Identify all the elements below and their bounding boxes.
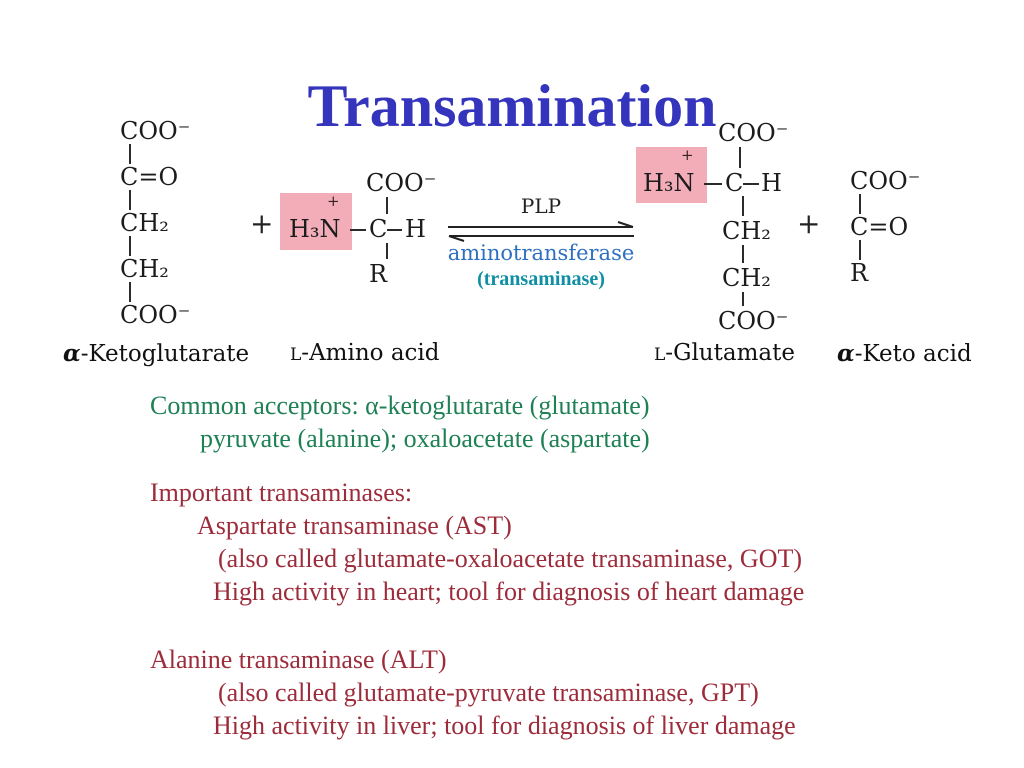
alpha-glyph: α — [837, 340, 855, 367]
bond-icon — [386, 197, 388, 214]
common-acceptors-note: Common acceptors: α-ketoglutarate (gluta… — [150, 389, 650, 455]
enzyme-alt-label: (transaminase) — [477, 268, 605, 290]
alt-alias: (also called glutamate-pyruvate transami… — [218, 678, 759, 707]
formula-methylene: CH₂ — [120, 255, 169, 283]
formula-keto-carbon: C=O — [120, 163, 179, 191]
equilibrium-arrows-icon — [448, 221, 634, 242]
alt-name: Alanine transaminase (ALT) — [150, 645, 447, 674]
amino-group-highlight — [636, 147, 707, 203]
bond-icon — [742, 292, 744, 306]
slide-title: Transamination — [307, 73, 717, 140]
formula-carboxylate-top: COO⁻ — [718, 119, 789, 147]
bond-icon — [859, 240, 861, 260]
formula-carboxylate-top: COO⁻ — [120, 117, 191, 145]
formula-carboxylate-top: COO⁻ — [850, 167, 921, 195]
bond-icon — [739, 147, 741, 168]
bond-icon — [386, 243, 388, 259]
bond-icon — [743, 183, 759, 185]
formula-methylene: CH₂ — [722, 264, 771, 292]
bond-icon — [387, 229, 402, 231]
positive-charge: + — [681, 146, 694, 164]
label-l-amino-acid: L-Amino acid — [290, 340, 440, 366]
label-alpha-ketoglutarate: α-Ketoglutarate — [63, 340, 249, 367]
plus-sign-right: + — [797, 207, 821, 240]
positive-charge: + — [327, 192, 340, 210]
formula-r-group: R — [850, 259, 869, 287]
ast-name: Aspartate transaminase (AST) — [197, 511, 512, 540]
structure-alpha-keto-acid: COO⁻ C=O R — [850, 168, 920, 286]
bond-icon — [129, 190, 131, 210]
enzyme-label: aminotransferase — [447, 241, 635, 265]
formula-methylene: CH₂ — [120, 209, 169, 237]
alt-note-block: Alanine transaminase (ALT) (also called … — [150, 643, 796, 742]
amino-group-highlight — [280, 193, 352, 250]
label-text: -Keto acid — [854, 341, 972, 367]
formula-ammonium: H₃N — [643, 169, 695, 197]
bond-icon — [129, 282, 131, 302]
label-alpha-keto-acid: α-Keto acid — [837, 340, 972, 367]
bond-icon — [129, 144, 131, 164]
formula-hydrogen: H — [761, 169, 782, 197]
formula-ammonium: H₃N — [289, 215, 341, 243]
small-cap-l: L — [290, 345, 302, 365]
alt-activity: High activity in liver; tool for diagnos… — [213, 711, 796, 740]
plus-sign-left: + — [250, 207, 274, 240]
transaminases-heading: Important transaminases: — [150, 478, 413, 507]
ast-note-block: Important transaminases: Aspartate trans… — [150, 476, 804, 608]
label-l-glutamate: L-Glutamate — [654, 340, 795, 366]
formula-r-group: R — [369, 260, 388, 288]
formula-carboxylate-bottom: COO⁻ — [718, 307, 789, 335]
formula-alpha-carbon: C — [725, 169, 744, 197]
bond-icon — [742, 196, 744, 216]
ast-alias: (also called glutamate-oxaloacetate tran… — [218, 544, 803, 573]
bond-icon — [742, 245, 744, 263]
bond-icon — [859, 194, 861, 214]
alpha-glyph: α — [63, 340, 81, 367]
structure-alpha-ketoglutarate: COO⁻ C=O CH₂ CH₂ COO⁻ — [120, 118, 190, 328]
label-text: -Glutamate — [665, 340, 795, 366]
formula-keto-carbon: C=O — [850, 213, 909, 241]
bond-icon — [350, 229, 366, 231]
plp-cofactor-label: PLP — [520, 194, 562, 218]
label-text: -Amino acid — [301, 340, 440, 366]
acceptors-line-1: Common acceptors: α-ketoglutarate (gluta… — [150, 391, 650, 420]
acceptors-line-2: pyruvate (alanine); oxaloacetate (aspart… — [200, 424, 650, 453]
formula-carboxylate-top: COO⁻ — [366, 169, 437, 197]
small-cap-l: L — [654, 345, 666, 365]
ast-activity: High activity in heart; tool for diagnos… — [213, 577, 805, 606]
formula-alpha-carbon: C — [369, 215, 388, 243]
bond-icon — [704, 183, 722, 185]
formula-hydrogen: H — [405, 215, 426, 243]
bond-icon — [129, 236, 131, 256]
label-text: -Ketoglutarate — [80, 341, 250, 367]
formula-methylene: CH₂ — [722, 217, 771, 245]
formula-carboxylate-bottom: COO⁻ — [120, 301, 191, 329]
